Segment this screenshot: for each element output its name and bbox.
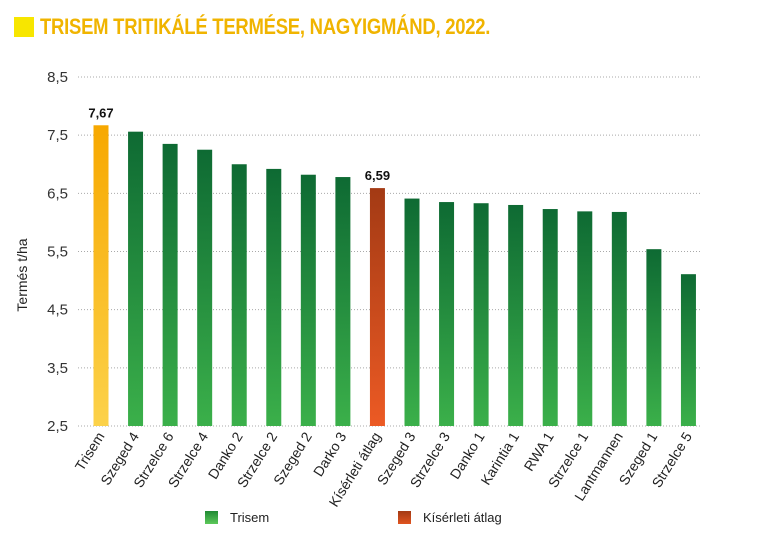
y-tick-label: 3,5 (47, 360, 68, 377)
legend-swatch (398, 511, 411, 524)
bar-6 (300, 174, 316, 426)
bar-3 (197, 149, 213, 427)
bar-0 (93, 125, 109, 427)
y-axis: 2,5 3,5 4,5 5,5 6,5 7,5 8,5 (47, 69, 68, 435)
bar-9 (404, 198, 420, 426)
title-square-icon (14, 17, 34, 37)
x-tick-label: RWA 1 (521, 429, 557, 474)
bar-13 (542, 209, 558, 426)
bar-11 (473, 203, 489, 426)
y-tick-label: 2,5 (47, 418, 68, 435)
bar-10 (439, 202, 455, 426)
chart-title: TRISEM TRITIKÁLÉ TERMÉSE, NAGYIGMÁND, 20… (40, 14, 491, 39)
y-tick-label: 7,5 (47, 127, 68, 144)
bar-14 (577, 211, 593, 426)
y-axis-label: Termés t/ha (14, 238, 30, 311)
bar-2 (162, 143, 178, 426)
bar-8 (369, 188, 385, 426)
legend: Trisem Kísérleti átlag (205, 510, 502, 525)
bar-1 (128, 131, 144, 426)
bar-15 (611, 211, 627, 426)
x-tick-label: Trisem (72, 429, 108, 473)
y-tick-label: 8,5 (47, 69, 68, 86)
bar-12 (508, 204, 524, 426)
bar-16 (646, 249, 662, 426)
bar-4 (231, 164, 247, 426)
data-labels: 7,67 6,59 (88, 105, 390, 183)
bar-5 (266, 168, 282, 427)
y-tick-label: 4,5 (47, 302, 68, 319)
data-label: 7,67 (88, 105, 113, 120)
bars (93, 125, 696, 427)
chart-title-block: TRISEM TRITIKÁLÉ TERMÉSE, NAGYIGMÁND, 20… (14, 12, 576, 42)
legend-label: Kísérleti átlag (423, 510, 502, 525)
bar-17 (680, 274, 696, 426)
y-tick-label: 5,5 (47, 244, 68, 261)
y-tick-label: 6,5 (47, 185, 68, 202)
bar-7 (335, 177, 351, 426)
legend-label: Trisem (230, 510, 269, 525)
legend-swatch (205, 511, 218, 524)
data-label: 6,59 (365, 168, 390, 183)
